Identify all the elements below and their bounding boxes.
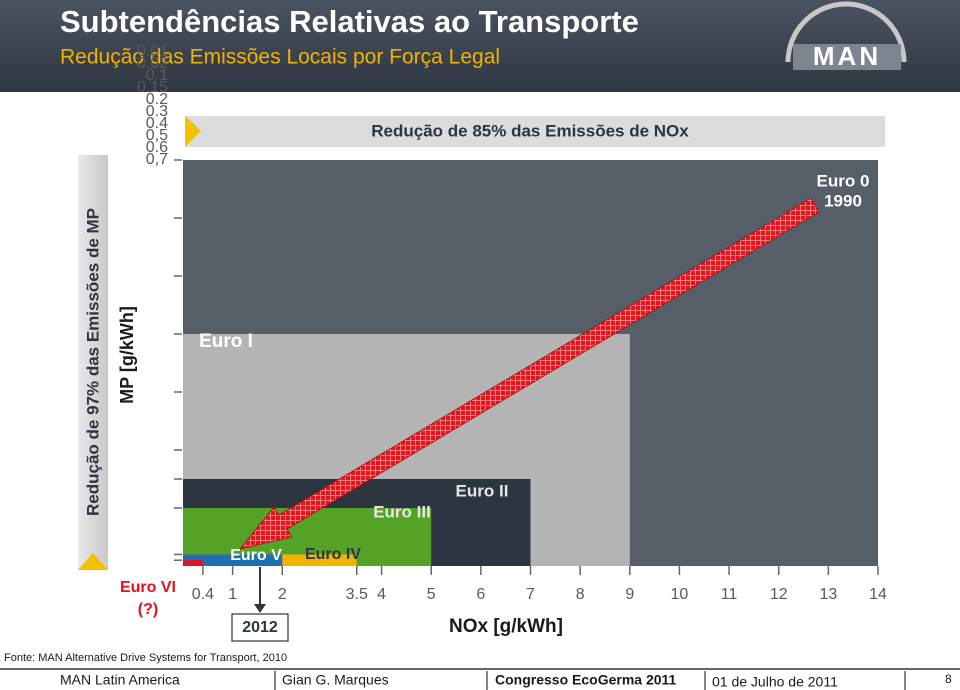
mp-band	[78, 155, 108, 570]
logo-arc	[785, 1, 907, 63]
trend-arrow	[238, 197, 820, 550]
box-label: Euro I	[199, 331, 253, 352]
x-tick-label: 5	[427, 586, 436, 603]
y-tick-label: 0.3	[146, 103, 168, 120]
box-label: Euro VI	[120, 579, 176, 596]
y-tick-label: 0.01	[137, 43, 168, 60]
box-label: Euro II	[456, 481, 509, 500]
year-box	[231, 613, 289, 642]
page-number: 8	[945, 672, 952, 686]
mp-band-arrow	[78, 553, 108, 570]
y-axis-label: MP [g/kWh]	[117, 306, 137, 404]
x-tick-label: 1	[228, 586, 237, 603]
x-tick-label: 0.4	[192, 586, 214, 603]
x-tick-label: 2	[278, 586, 287, 603]
box-year: 1990	[824, 191, 862, 210]
x-tick-label: 12	[770, 586, 788, 603]
box-label: Euro IV	[305, 546, 361, 563]
footer-dividers	[274, 671, 906, 690]
x-tick-label: 4	[377, 586, 386, 603]
y-tick-label: 0.6	[146, 139, 168, 156]
emission-box	[183, 560, 203, 566]
y-tick-label: 0.4	[146, 115, 168, 132]
axes: 0,70.60,50.40.30.20.150.10.020.010.4 1 2 3.…	[137, 43, 887, 603]
y-tick-label: 0.2	[146, 91, 168, 108]
x-tick-label: 6	[476, 586, 485, 603]
footer-event: Congresso EcoGerma 2011	[495, 672, 677, 688]
footer-author: Gian G. Marques	[282, 672, 389, 688]
slide-subtitle: Redução das Emissões Locais por Força Le…	[60, 46, 500, 69]
box-label: Euro III	[373, 502, 431, 521]
footer-date: 01 de Julho de 2011	[712, 674, 838, 690]
y-tick-label: 0.15	[137, 79, 168, 96]
y-tick-label: 0,5	[146, 127, 168, 144]
x-tick-label: 9	[625, 586, 634, 603]
footer-org: MAN Latin America	[60, 672, 180, 688]
x-tick-label: 7	[526, 586, 535, 603]
box-year: 2012	[242, 619, 278, 636]
box-label: Euro V	[230, 547, 282, 564]
logo: MAN	[785, 1, 907, 71]
x-tick-label: 14	[869, 586, 887, 603]
x-axis-label: NOx [g/kWh]	[449, 616, 563, 637]
box-note: (?)	[138, 601, 158, 618]
nox-band-arrow	[185, 116, 201, 147]
logo-text: MAN	[813, 41, 881, 71]
nox-annotation: Redução de 85% das Emissões de NOx	[371, 121, 689, 140]
x-tick-label: 8	[576, 586, 585, 603]
x-tick-label: 10	[671, 586, 689, 603]
mp-annotation: Redução de 97% das Emissões de MP	[83, 208, 102, 516]
slide-title: Subtendências Relativas ao Transporte	[60, 4, 639, 39]
y-tick-label: 0.02	[137, 55, 168, 72]
nox-band	[185, 116, 885, 147]
year-pointer-head	[254, 604, 266, 613]
emission-box	[183, 554, 283, 566]
x-tick-label: 3.5	[346, 586, 368, 603]
box-label: Euro 0	[817, 171, 870, 190]
source: Fonte: MAN Alternative Drive Systems for…	[4, 652, 287, 664]
x-tick-label: 13	[819, 586, 837, 603]
y-tick-label: 0,7	[146, 151, 168, 168]
logo-box	[793, 44, 901, 70]
y-tick-label: 0.1	[146, 67, 168, 84]
x-tick-label: 11	[721, 586, 738, 603]
